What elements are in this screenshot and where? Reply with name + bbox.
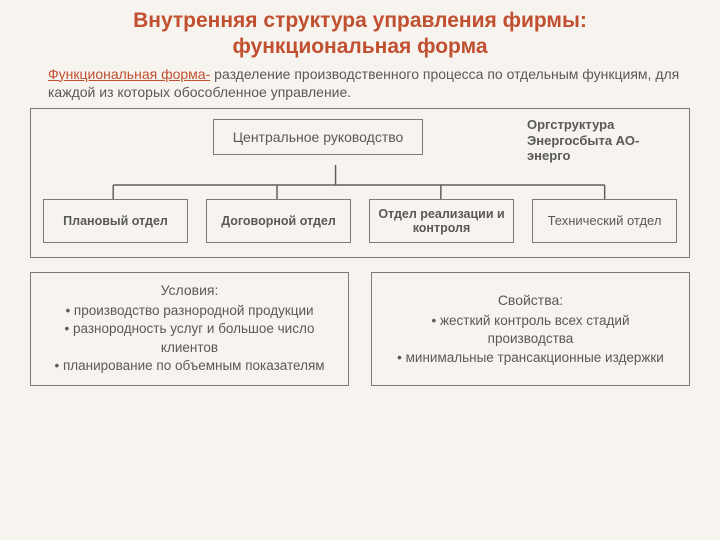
dept-label-1: Договорной отдел	[221, 214, 336, 228]
dept-box-0: Плановый отдел	[43, 199, 188, 243]
properties-heading: Свойства:	[388, 291, 673, 310]
org-side-label: Оргструктура Энергосбыта АО-энерго	[527, 117, 677, 164]
title-line1: Внутренняя структура управления фирмы:	[133, 9, 587, 32]
slide-title: Внутренняя структура управления фирмы: ф…	[0, 0, 720, 65]
dept-box-3: Технический отдел	[532, 199, 677, 243]
dept-label-3: Технический отдел	[548, 214, 662, 229]
bottom-panels: Условия: производство разнородной продук…	[30, 272, 690, 386]
properties-item-0: жесткий контроль всех стадий производств…	[388, 312, 673, 348]
org-center-box: Центральное руководство	[213, 119, 423, 155]
dept-label-0: Плановый отдел	[63, 214, 168, 228]
department-row: Плановый отдел Договорной отдел Отдел ре…	[43, 199, 677, 243]
conditions-heading: Условия:	[47, 281, 332, 300]
org-connectors	[43, 165, 677, 201]
definition-term: Функциональная форма-	[48, 66, 210, 82]
dept-label-2: Отдел реализации и контроля	[376, 207, 507, 236]
conditions-item-1: разнородность услуг и большое число клие…	[47, 320, 332, 356]
dept-box-1: Договорной отдел	[206, 199, 351, 243]
title-line2: функциональная форма	[232, 35, 487, 58]
conditions-panel: Условия: производство разнородной продук…	[30, 272, 349, 386]
conditions-item-0: производство разнородной продукции	[47, 302, 332, 320]
org-center-label: Центральное руководство	[233, 129, 404, 145]
conditions-item-2: планирование по объемным показателям	[47, 357, 332, 375]
dept-box-2: Отдел реализации и контроля	[369, 199, 514, 243]
properties-item-1: минимальные трансакционные издержки	[388, 349, 673, 367]
org-chart-frame: Центральное руководство Оргструктура Эне…	[30, 108, 690, 258]
properties-panel: Свойства: жесткий контроль всех стадий п…	[371, 272, 690, 386]
definition-text: Функциональная форма- разделение произво…	[0, 65, 720, 109]
